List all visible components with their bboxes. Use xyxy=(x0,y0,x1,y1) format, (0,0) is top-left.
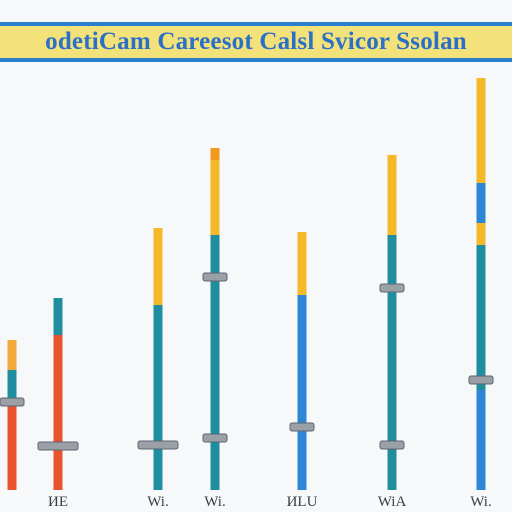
x-tick-label-4: Wi. xyxy=(204,494,225,510)
bar-3-segment-1 xyxy=(153,228,163,305)
bar-4-segment-0 xyxy=(210,235,220,490)
bar-0-segment-2 xyxy=(7,340,17,370)
x-tick-label-3: Wi. xyxy=(147,494,168,510)
bar-4-segment-2 xyxy=(210,148,220,160)
bar-4-segment-1 xyxy=(210,160,220,235)
bar-1-segment-0 xyxy=(53,335,63,490)
bar-6-marker-1 xyxy=(379,283,405,293)
bar-7-segment-1 xyxy=(476,245,486,390)
bar-7-segment-2 xyxy=(476,223,486,245)
bar-7-segment-0 xyxy=(476,390,486,490)
bar-1-segment-1 xyxy=(53,298,63,335)
x-tick-label-1: ИE xyxy=(48,494,68,510)
bar-6-segment-0 xyxy=(387,235,397,490)
chart-title: odetiCam Careesot Calsl Svicor Ssolan xyxy=(45,28,467,55)
bar-5-marker-0 xyxy=(289,422,315,432)
chart-title-band: odetiCam Careesot Calsl Svicor Ssolan xyxy=(0,22,512,62)
bar-5-segment-0 xyxy=(297,295,307,490)
bar-4-marker-1 xyxy=(202,272,228,282)
x-tick-label-7: Wi. xyxy=(470,494,491,510)
bar-6-segment-1 xyxy=(387,155,397,235)
bar-6-marker-0 xyxy=(379,440,405,450)
x-tick-label-5: ИLU xyxy=(287,494,318,510)
bar-5-segment-1 xyxy=(297,232,307,295)
bar-7-segment-3 xyxy=(476,183,486,223)
bar-0-segment-1 xyxy=(7,370,17,405)
bar-7-segment-4 xyxy=(476,78,486,183)
bar-0-marker-0 xyxy=(0,397,25,407)
bar-3-marker-0 xyxy=(137,440,179,450)
bar-4-marker-0 xyxy=(202,433,228,443)
bar-3-segment-0 xyxy=(153,305,163,490)
bar-0-segment-0 xyxy=(7,405,17,490)
bar-7-marker-0 xyxy=(468,375,494,385)
x-tick-label-6: WiA xyxy=(378,494,407,510)
bar-1-marker-0 xyxy=(37,441,79,451)
